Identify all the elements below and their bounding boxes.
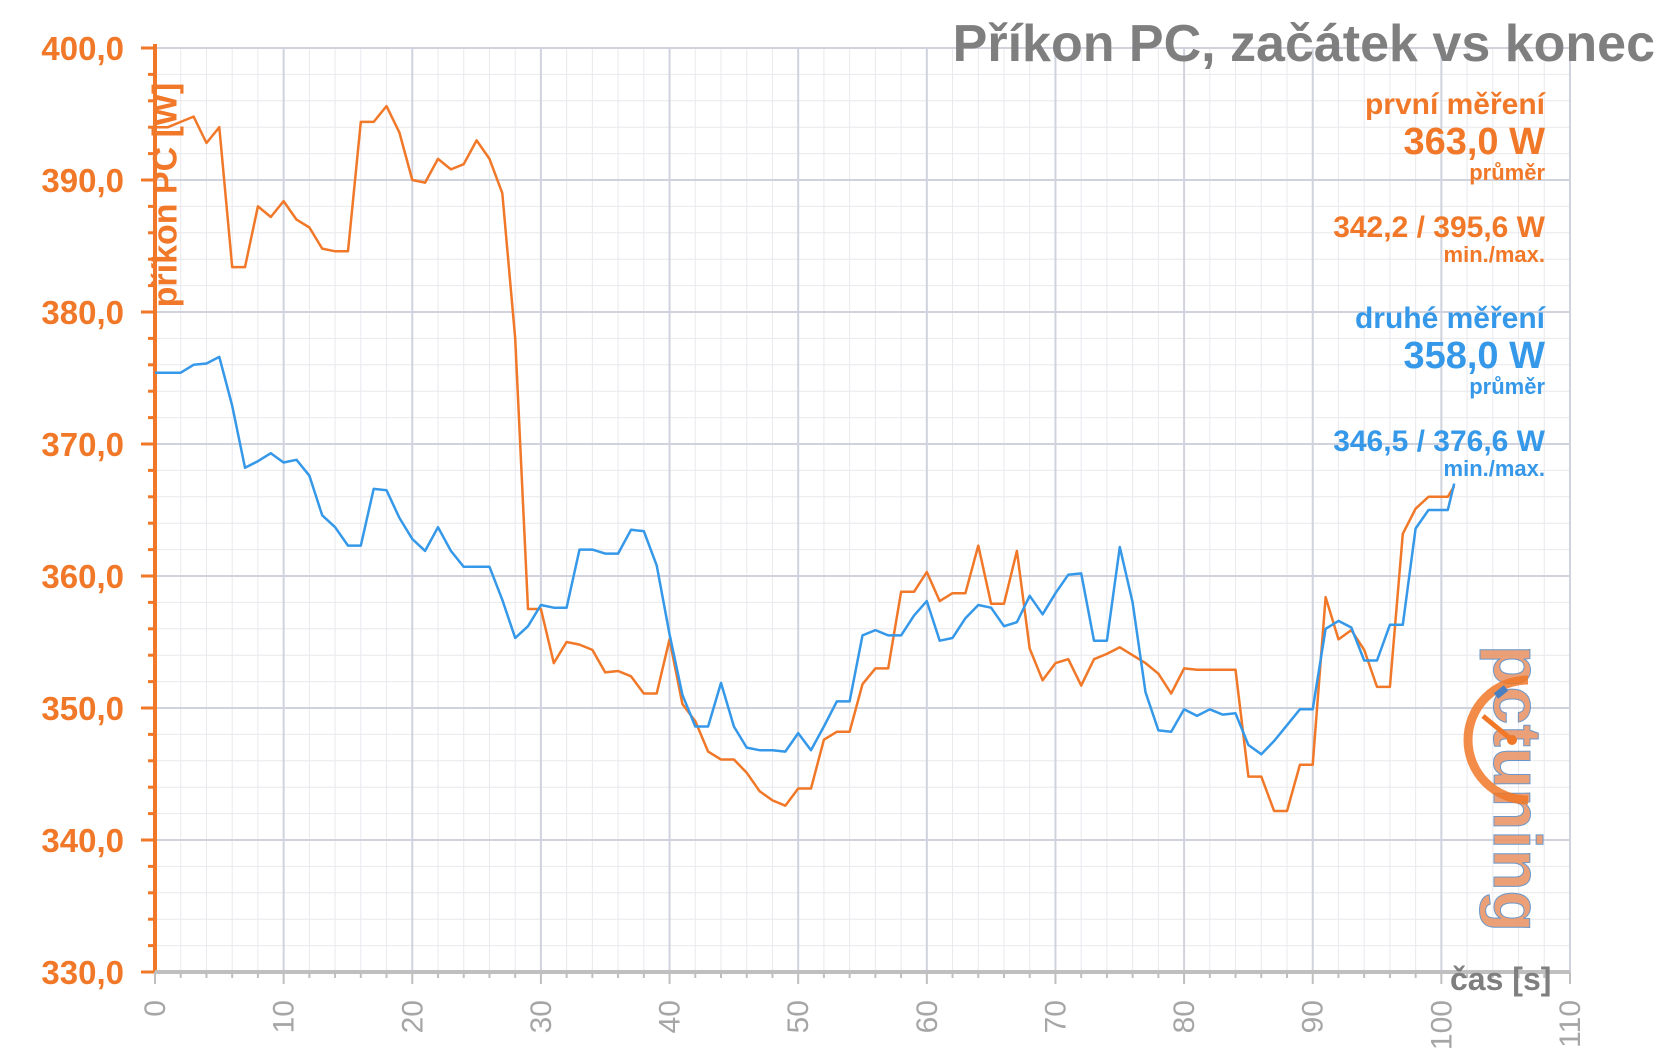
legend-name: první měření: [1364, 88, 1545, 121]
y-axis-label: příkon PC [W]: [146, 82, 185, 308]
y-tick-label: 370,0: [41, 426, 124, 463]
x-tick-labels: 0 10 20 30 40 50 60 70 80 90 100 110: [139, 1000, 1587, 1050]
y-tick-label: 390,0: [41, 162, 124, 199]
y-tick-label: 360,0: [41, 558, 124, 595]
x-tick-label: 50: [782, 1000, 815, 1033]
x-tick-label: 40: [654, 1000, 687, 1033]
x-tick-label: 70: [1039, 1000, 1072, 1033]
x-tick-label: 110: [1554, 1000, 1587, 1048]
legend-minmax-label: min./max.: [1443, 242, 1545, 267]
x-tick-label: 10: [268, 1000, 301, 1033]
legend-name: druhé měření: [1354, 302, 1545, 335]
x-axis-label: čas [s]: [1450, 961, 1552, 997]
legend-minmax: 342,2 / 395,6 W: [1333, 211, 1545, 244]
y-tick-labels: 330,0 340,0 350,0 360,0 370,0 380,0 390,0 400,0: [41, 30, 124, 991]
y-tick-label: 380,0: [41, 294, 124, 331]
legend-average: 358,0 W: [1403, 335, 1545, 377]
axes: [141, 44, 1571, 984]
y-tick-label: 330,0: [41, 954, 124, 991]
x-tick-label: 0: [139, 1000, 172, 1017]
logo-gauge-icon: [1463, 675, 1529, 805]
series-line-2: [155, 355, 1456, 756]
x-tick-label: 90: [1297, 1000, 1330, 1033]
legend-series-1: první měření 363,0 W průměr 342,2 / 395,…: [1333, 88, 1545, 266]
series-lines: [155, 104, 1456, 813]
legend-minmax-label: min./max.: [1443, 456, 1545, 481]
legend-average: 363,0 W: [1403, 121, 1545, 163]
y-tick-label: 350,0: [41, 690, 124, 727]
x-tick-label: 30: [525, 1000, 558, 1033]
legend-average-label: průměr: [1469, 160, 1545, 185]
minor-grid: [155, 48, 1570, 972]
chart-title: Příkon PC, začátek vs konec: [952, 15, 1655, 73]
x-tick-label: 60: [911, 1000, 944, 1033]
legend-minmax: 346,5 / 376,6 W: [1333, 425, 1545, 458]
series-line-1: [155, 104, 1456, 813]
x-tick-label: 80: [1168, 1000, 1201, 1033]
x-tick-label: 20: [396, 1000, 429, 1033]
x-tick-label: 100: [1425, 1000, 1458, 1050]
legend-average-label: průměr: [1469, 374, 1545, 399]
y-tick-label: 400,0: [41, 30, 124, 67]
legend-series-2: druhé měření 358,0 W průměr 346,5 / 376,…: [1333, 302, 1545, 480]
major-grid: [155, 47, 1571, 972]
y-tick-label: 340,0: [41, 822, 124, 859]
